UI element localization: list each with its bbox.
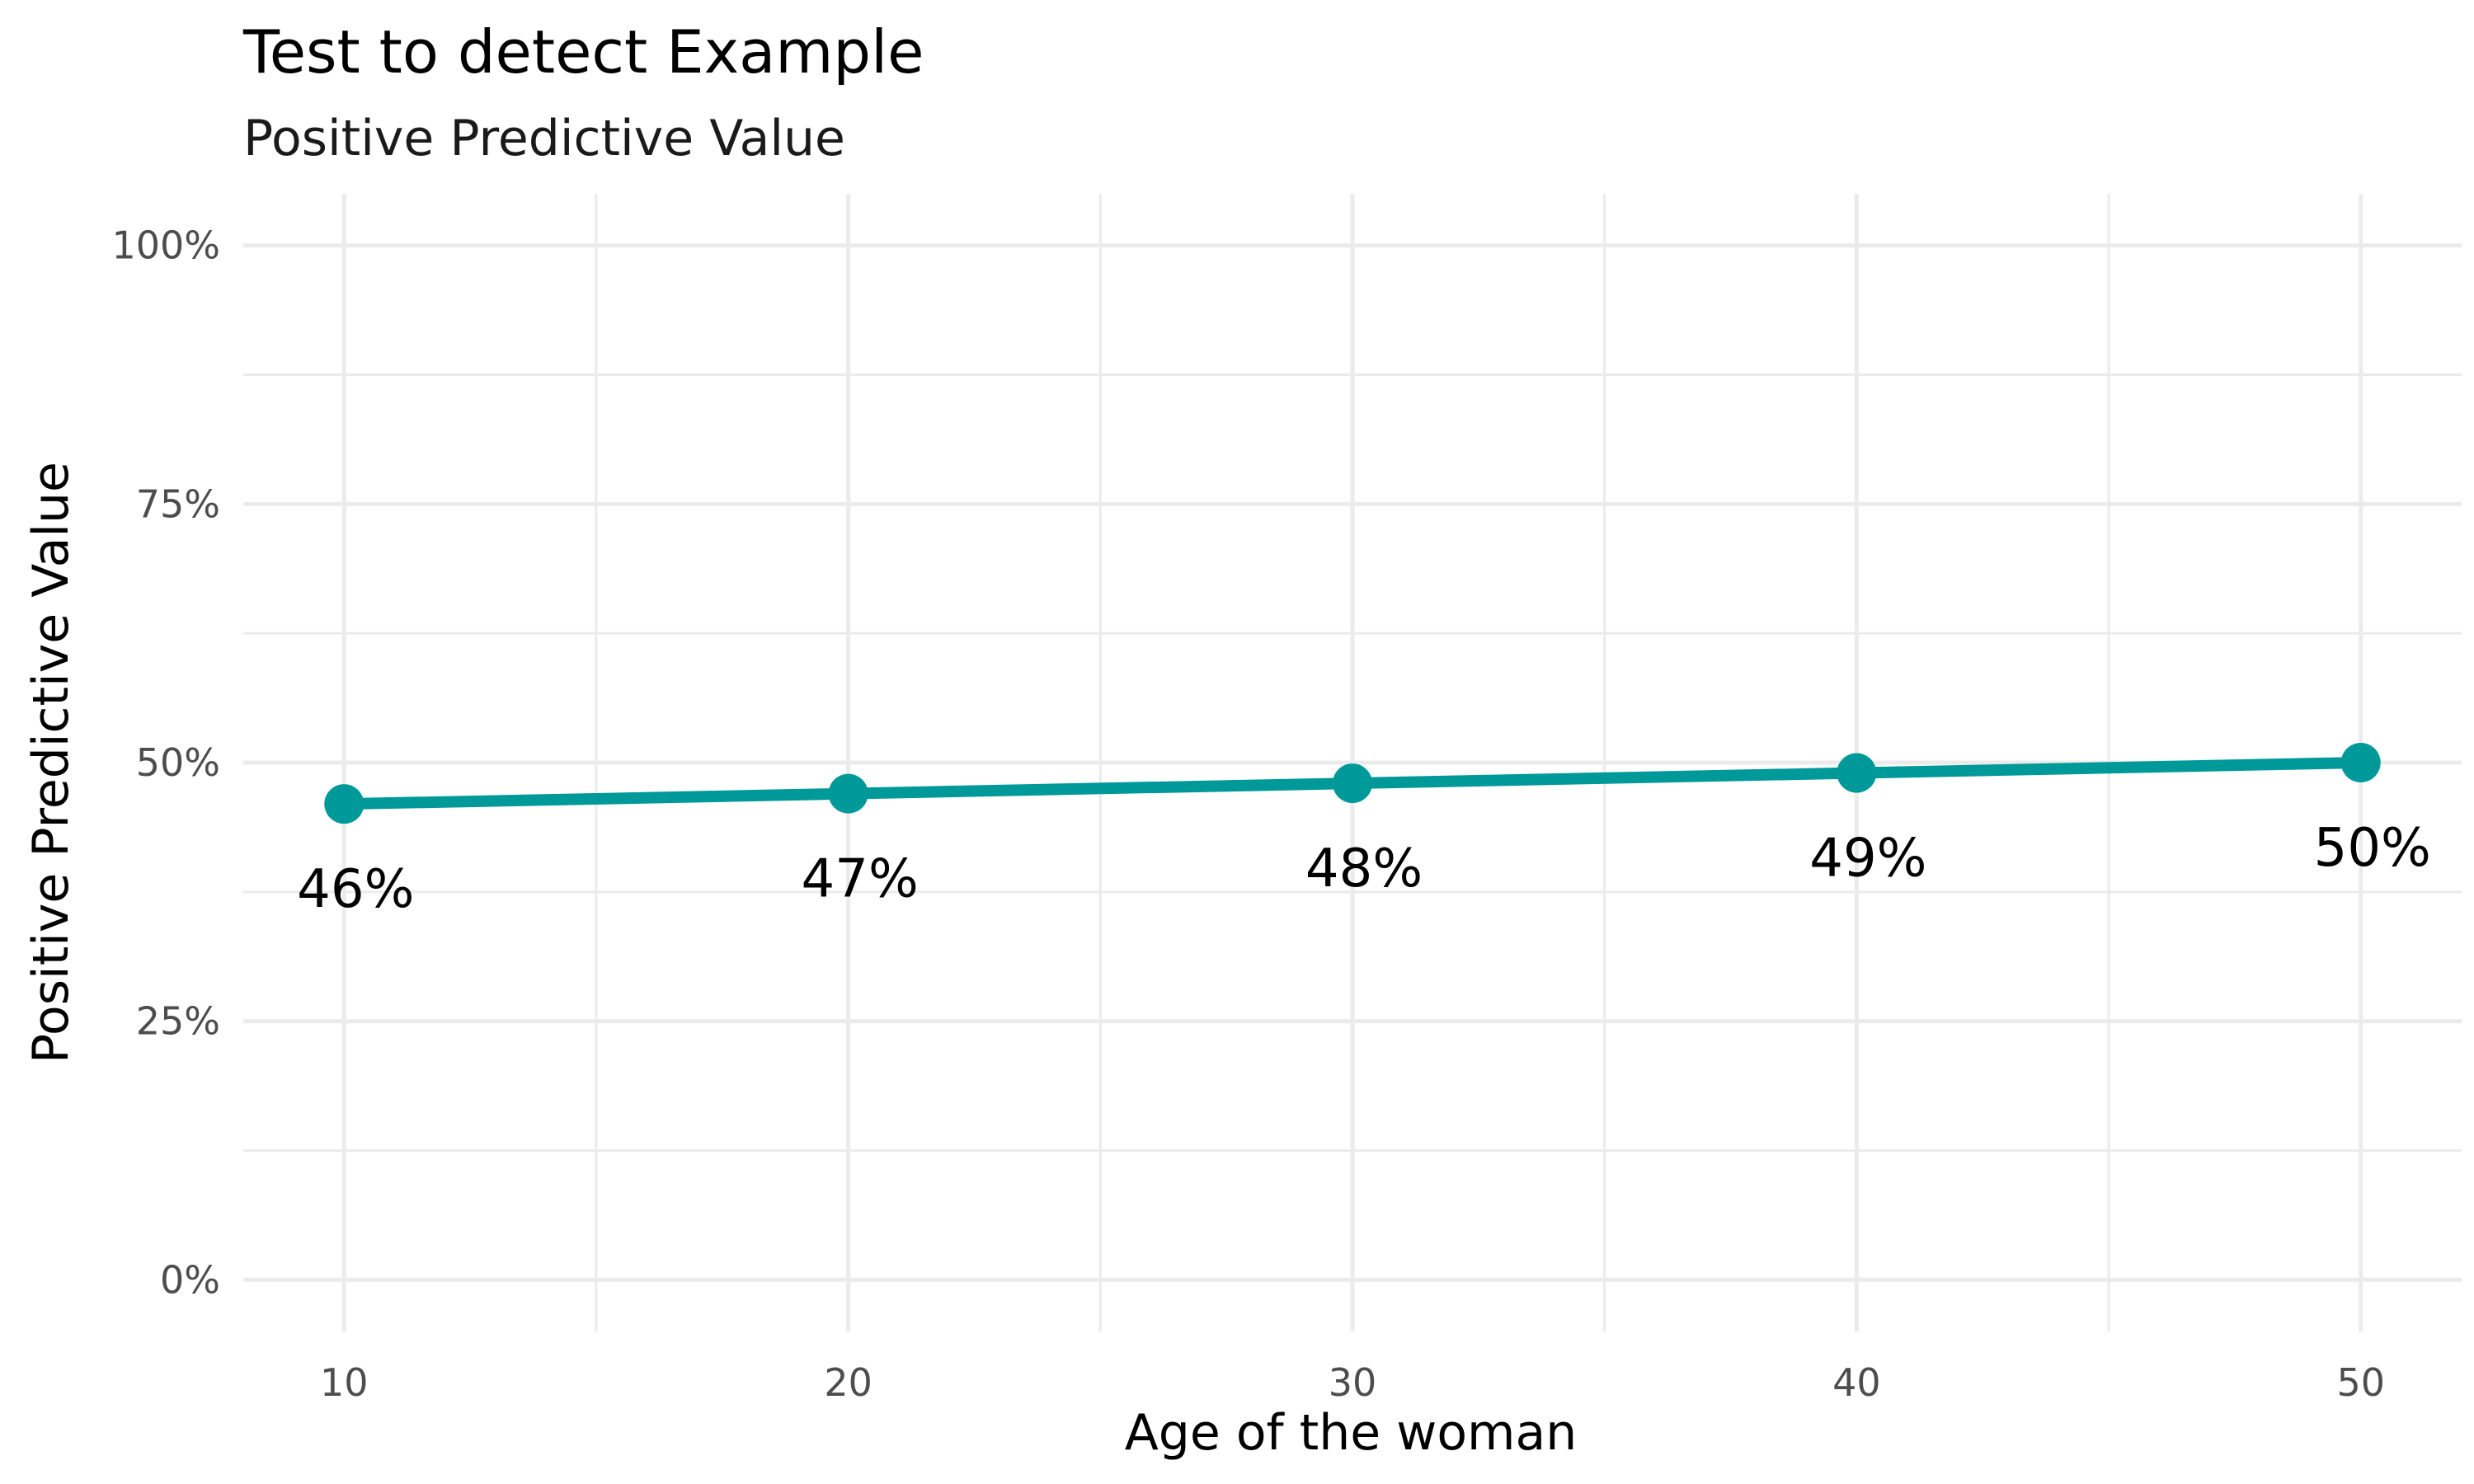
y-tick-label: 0% — [160, 1257, 220, 1302]
data-label: 50% — [2314, 818, 2431, 879]
x-tick-label: 10 — [320, 1360, 369, 1405]
y-tick-label: 50% — [136, 740, 220, 785]
y-tick-label: 100% — [111, 223, 220, 268]
chart-subtitle: Positive Predictive Value — [243, 110, 845, 167]
y-tick-label: 25% — [136, 999, 220, 1044]
x-tick-label: 40 — [1832, 1360, 1881, 1405]
y-axis-ticks: 0% 25% 50% 75% 100% — [111, 223, 220, 1303]
data-label: 47% — [802, 849, 919, 910]
x-tick-label: 20 — [824, 1360, 872, 1405]
y-axis-title: Positive Predictive Value — [22, 462, 80, 1064]
data-point — [828, 773, 868, 814]
data-label: 48% — [1305, 838, 1423, 899]
data-point — [324, 784, 365, 824]
data-point — [1333, 763, 1372, 804]
chart-title: Test to detect Example — [242, 17, 924, 87]
x-tick-label: 50 — [2336, 1360, 2385, 1405]
x-tick-label: 30 — [1329, 1360, 1377, 1405]
y-tick-label: 75% — [136, 481, 220, 526]
data-point — [1837, 753, 1877, 793]
data-label: 49% — [1809, 829, 1926, 890]
x-axis-title: Age of the woman — [1125, 1404, 1578, 1462]
data-point — [2340, 743, 2381, 782]
series-layer: 46% 47% 48% 49% 50% — [297, 743, 2431, 920]
data-label: 46% — [297, 859, 414, 920]
x-axis-ticks: 10 20 30 40 50 — [320, 1360, 2385, 1405]
